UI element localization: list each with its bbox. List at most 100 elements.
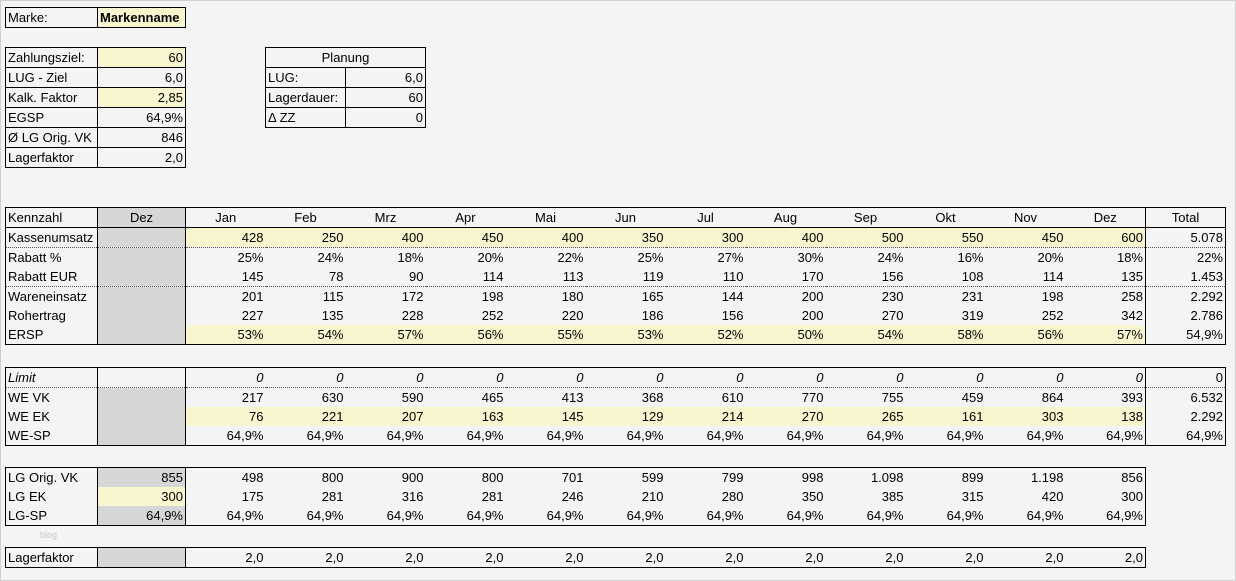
month-value-cell[interactable]: 18% (1065, 247, 1146, 267)
month-value-cell[interactable]: 420 (1041, 489, 1064, 504)
month-value-cell[interactable]: 0 (825, 367, 906, 388)
prev-dez-cell[interactable] (97, 387, 186, 407)
month-value-cell[interactable]: 2,0 (1045, 550, 1064, 565)
prev-dez-cell[interactable] (97, 325, 186, 345)
month-value-cell[interactable]: 2,0 (325, 550, 344, 565)
parameter-value-cell[interactable]: 6,0 (97, 67, 186, 88)
month-value-cell[interactable]: 64,9% (466, 428, 504, 443)
month-value-cell[interactable]: 385 (881, 489, 904, 504)
month-value-cell[interactable]: 220 (561, 308, 584, 323)
month-value-cell[interactable]: 145 (185, 267, 266, 287)
month-value-cell[interactable]: 998 (801, 470, 824, 485)
parameter-value-cell[interactable]: 2,0 (97, 147, 186, 168)
month-value-cell[interactable]: 163 (425, 407, 506, 426)
month-value-cell[interactable]: 550 (905, 227, 986, 248)
month-value-cell[interactable]: 610 (721, 390, 744, 405)
month-value-cell[interactable]: 413 (561, 390, 584, 405)
month-value-cell[interactable]: 64,9% (786, 428, 824, 443)
month-value-cell[interactable]: 2,0 (1124, 550, 1143, 565)
month-value-cell[interactable]: 856 (1121, 470, 1143, 485)
month-value-cell[interactable]: 64,9% (466, 508, 504, 523)
month-value-cell[interactable]: 22% (557, 250, 584, 265)
month-value-cell[interactable]: 145 (505, 407, 586, 426)
month-value-cell[interactable]: 57% (345, 325, 426, 345)
month-value-cell[interactable]: 56% (425, 325, 506, 345)
month-value-cell[interactable]: 0 (185, 367, 266, 388)
month-value-cell[interactable]: 58% (905, 325, 986, 345)
month-value-cell[interactable]: 129 (585, 407, 666, 426)
month-value-cell[interactable]: 1.198 (1030, 470, 1064, 485)
month-value-cell[interactable]: 217 (241, 390, 264, 405)
parameter-value-cell[interactable]: 846 (97, 127, 186, 148)
month-value-cell[interactable]: 2,0 (405, 550, 424, 565)
month-value-cell[interactable]: 114 (985, 267, 1066, 287)
month-value-cell[interactable]: 119 (585, 267, 666, 287)
month-value-cell[interactable]: 350 (585, 227, 666, 248)
month-value-cell[interactable]: 64,9% (306, 508, 344, 523)
planning-value-cell[interactable]: 0 (345, 107, 426, 128)
month-value-cell[interactable]: 300 (1121, 489, 1143, 504)
parameter-value-cell[interactable]: 64,9% (97, 107, 186, 128)
month-value-cell[interactable]: 64,9% (706, 508, 744, 523)
month-value-cell[interactable]: 170 (745, 267, 826, 287)
month-value-cell[interactable]: 755 (881, 390, 904, 405)
month-value-cell[interactable]: 770 (801, 390, 824, 405)
month-value-cell[interactable]: 800 (481, 470, 504, 485)
month-value-cell[interactable]: 30% (797, 250, 824, 265)
month-value-cell[interactable]: 64,9% (946, 508, 984, 523)
month-value-cell[interactable]: 64,9% (866, 508, 904, 523)
month-value-cell[interactable]: 50% (745, 325, 826, 345)
month-value-cell[interactable]: 24% (317, 250, 344, 265)
prev-dez-cell[interactable] (97, 247, 186, 267)
month-value-cell[interactable]: 138 (1065, 407, 1146, 426)
month-value-cell[interactable]: 465 (481, 390, 504, 405)
month-value-cell[interactable]: 135 (1065, 267, 1146, 287)
month-value-cell[interactable]: 500 (825, 227, 906, 248)
month-value-cell[interactable]: 54% (265, 325, 346, 345)
month-value-cell[interactable]: 2,0 (245, 550, 264, 565)
month-value-cell[interactable]: 400 (745, 227, 826, 248)
month-value-cell[interactable]: 0 (665, 367, 746, 388)
month-value-cell[interactable]: 864 (1041, 390, 1064, 405)
month-value-cell[interactable]: 18% (397, 250, 424, 265)
month-value-cell[interactable]: 450 (425, 227, 506, 248)
month-value-cell[interactable]: 16% (957, 250, 984, 265)
month-value-cell[interactable]: 899 (961, 470, 984, 485)
month-value-cell[interactable]: 701 (561, 470, 584, 485)
month-value-cell[interactable]: 55% (505, 325, 586, 345)
month-value-cell[interactable]: 270 (745, 407, 826, 426)
month-value-cell[interactable]: 800 (321, 470, 344, 485)
month-value-cell[interactable]: 252 (481, 308, 504, 323)
month-value-cell[interactable]: 0 (265, 367, 346, 388)
month-value-cell[interactable]: 0 (505, 367, 586, 388)
month-value-cell[interactable]: 2,0 (805, 550, 824, 565)
month-value-cell[interactable]: 198 (481, 289, 504, 304)
month-value-cell[interactable]: 76 (185, 407, 266, 426)
month-value-cell[interactable]: 303 (985, 407, 1066, 426)
month-value-cell[interactable]: 64,9% (1026, 508, 1064, 523)
month-value-cell[interactable]: 200 (801, 289, 824, 304)
month-value-cell[interactable]: 342 (1065, 306, 1146, 325)
month-value-cell[interactable]: 450 (985, 227, 1066, 248)
month-value-cell[interactable]: 2,0 (725, 550, 744, 565)
month-value-cell[interactable]: 227 (241, 308, 264, 323)
month-value-cell[interactable]: 459 (961, 390, 984, 405)
month-value-cell[interactable]: 400 (345, 227, 426, 248)
month-value-cell[interactable]: 0 (905, 367, 986, 388)
month-value-cell[interactable]: 115 (322, 289, 344, 304)
month-value-cell[interactable]: 400 (505, 227, 586, 248)
month-value-cell[interactable]: 200 (801, 308, 824, 323)
month-value-cell[interactable]: 252 (1041, 308, 1064, 323)
month-value-cell[interactable]: 590 (401, 390, 424, 405)
month-value-cell[interactable]: 56% (985, 325, 1066, 345)
month-value-cell[interactable]: 2,0 (645, 550, 664, 565)
month-value-cell[interactable]: 64,9% (546, 508, 584, 523)
month-value-cell[interactable]: 2,0 (485, 550, 504, 565)
month-value-cell[interactable]: 600 (1065, 227, 1146, 248)
month-value-cell[interactable]: 210 (641, 489, 664, 504)
month-value-cell[interactable]: 0 (745, 367, 826, 388)
month-value-cell[interactable]: 316 (401, 489, 424, 504)
planning-value-cell[interactable]: 60 (345, 87, 426, 108)
month-value-cell[interactable]: 368 (641, 390, 664, 405)
month-value-cell[interactable]: 25% (637, 250, 664, 265)
